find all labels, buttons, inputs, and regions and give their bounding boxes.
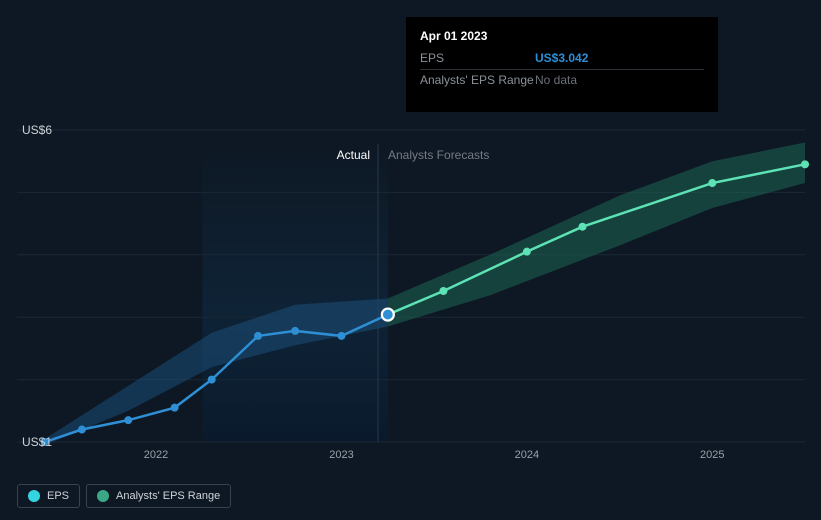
- tooltip-row: EPSUS$3.042: [420, 48, 704, 70]
- legend: EPS Analysts' EPS Range: [17, 484, 231, 508]
- tooltip-row-label: EPS: [420, 49, 535, 68]
- y-tick-label: US$6: [22, 123, 52, 137]
- section-label-actual: Actual: [337, 148, 370, 162]
- x-tick-label: 2024: [515, 449, 539, 461]
- legend-swatch: [97, 490, 109, 502]
- x-tick-label: 2022: [144, 449, 168, 461]
- eps-chart: Apr 01 2023 EPSUS$3.042Analysts' EPS Ran…: [0, 0, 821, 520]
- tooltip-date: Apr 01 2023: [420, 27, 704, 46]
- legend-item[interactable]: Analysts' EPS Range: [86, 484, 231, 508]
- tooltip-row-value: No data: [535, 71, 577, 90]
- chart-tooltip: Apr 01 2023 EPSUS$3.042Analysts' EPS Ran…: [406, 17, 718, 112]
- x-tick-label: 2025: [700, 449, 724, 461]
- legend-swatch: [28, 490, 40, 502]
- legend-label: Analysts' EPS Range: [116, 490, 220, 502]
- legend-label: EPS: [47, 490, 69, 502]
- y-tick-label: US$1: [22, 435, 52, 449]
- tooltip-row-label: Analysts' EPS Range: [420, 71, 535, 90]
- x-tick-label: 2023: [329, 449, 353, 461]
- legend-item[interactable]: EPS: [17, 484, 80, 508]
- tooltip-row-value: US$3.042: [535, 49, 588, 68]
- tooltip-row: Analysts' EPS RangeNo data: [420, 70, 704, 91]
- section-label-forecast: Analysts Forecasts: [388, 148, 489, 162]
